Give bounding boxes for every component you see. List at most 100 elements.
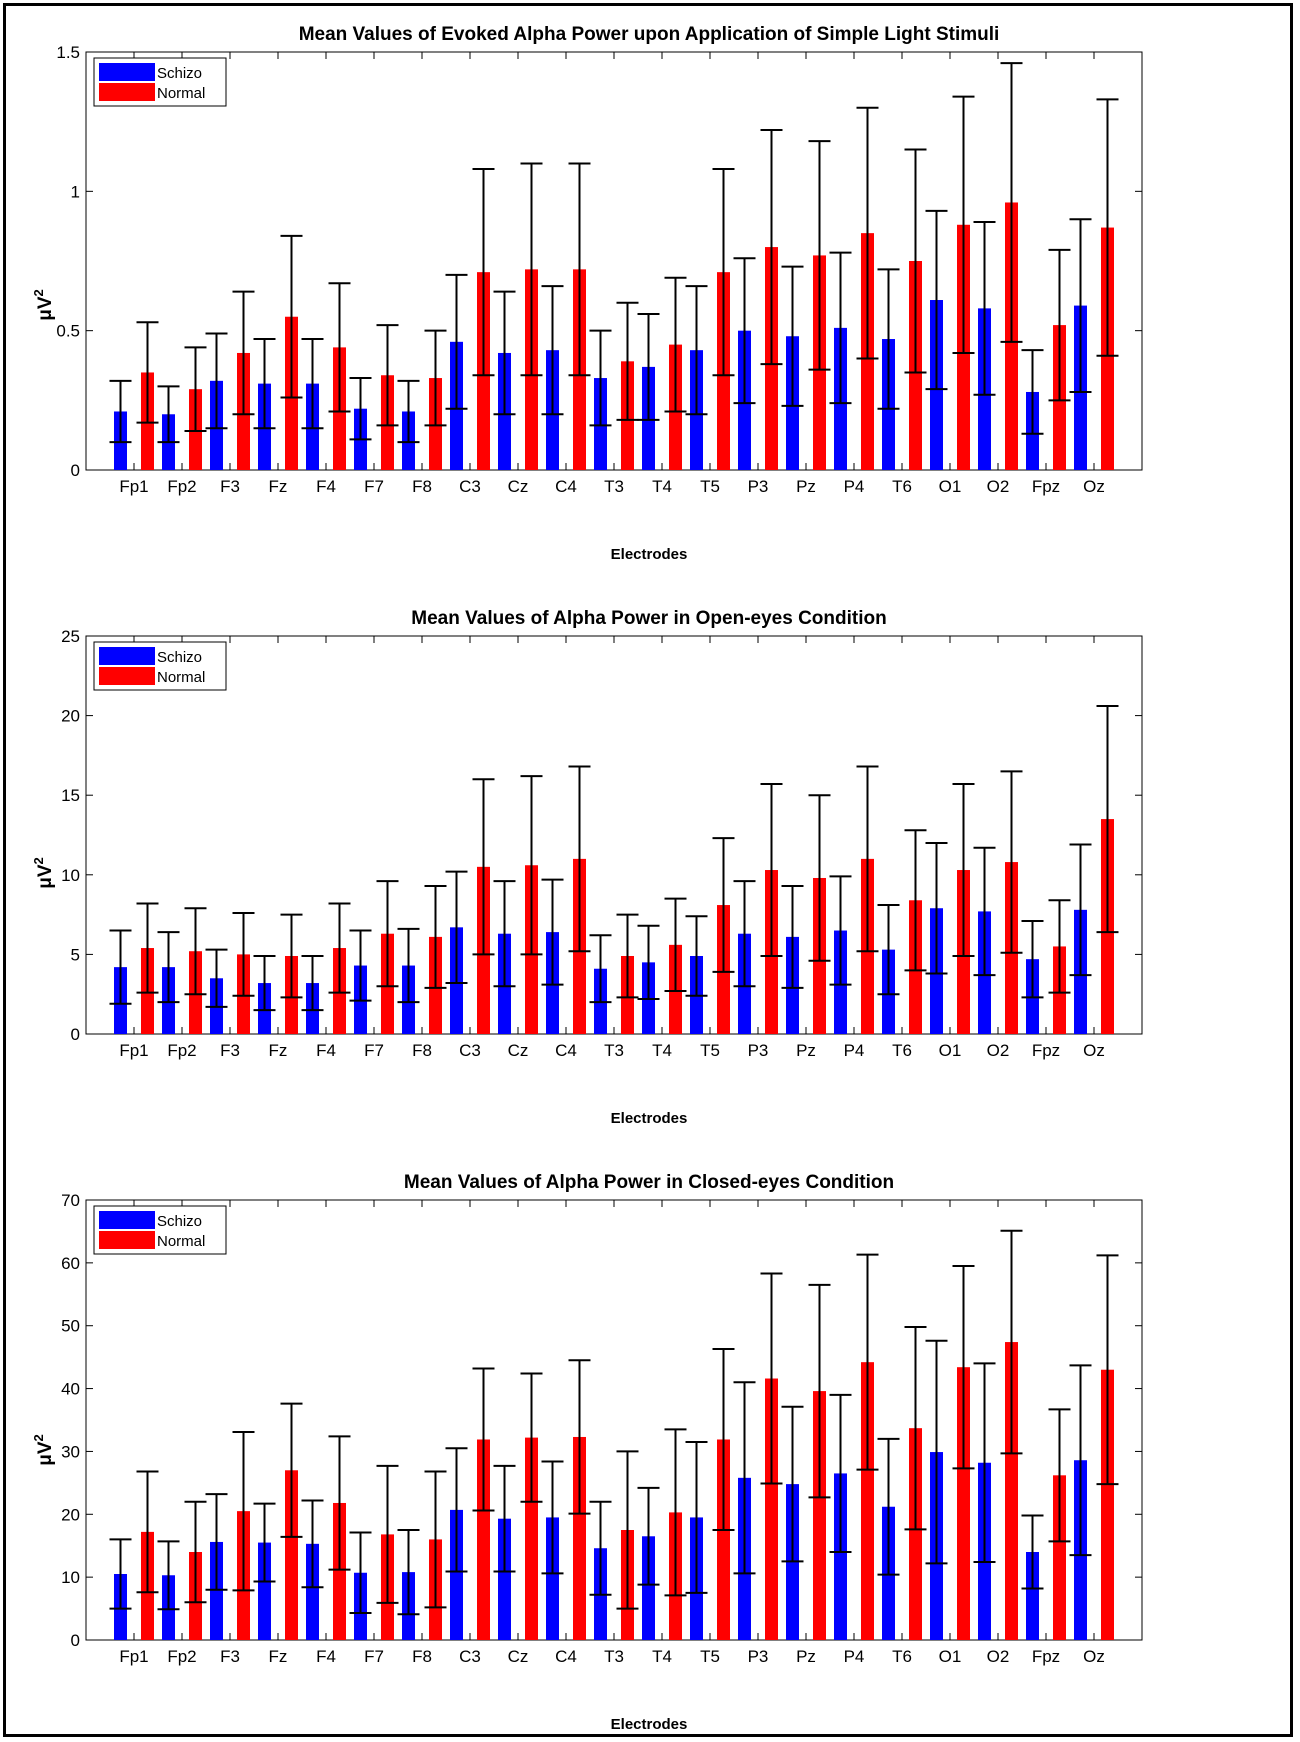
x-tick-label: Fp2: [167, 477, 196, 496]
y-tick-label: 0.5: [56, 322, 80, 341]
x-tick-label: Pz: [796, 1041, 816, 1060]
x-tick-label: T5: [700, 477, 720, 496]
legend-label-normal: Normal: [157, 85, 205, 102]
x-axis-label: Electrodes: [611, 1716, 688, 1733]
bar-normal: [813, 1391, 826, 1640]
chart-title: Mean Values of Alpha Power in Closed-eye…: [404, 1172, 894, 1193]
legend-label-normal: Normal: [157, 669, 205, 686]
x-tick-label: Oz: [1083, 1647, 1105, 1666]
bar-normal: [525, 1437, 538, 1640]
x-tick-label: Cz: [508, 1041, 529, 1060]
y-tick-label: 1.5: [56, 43, 80, 62]
x-tick-label: C4: [555, 477, 577, 496]
x-tick-label: C3: [459, 1647, 481, 1666]
x-tick-label: Oz: [1083, 1041, 1105, 1060]
x-tick-label: T5: [700, 1041, 720, 1060]
legend-swatch-normal: [99, 667, 155, 685]
y-tick-label: 25: [61, 627, 80, 646]
bar-schizo: [210, 1541, 223, 1640]
x-tick-label: Fp1: [119, 477, 148, 496]
x-tick-label: F4: [316, 1647, 336, 1666]
x-tick-label: Fp1: [119, 1041, 148, 1060]
legend: Schizo Normal: [93, 57, 227, 107]
x-tick-label: Fz: [269, 477, 288, 496]
x-tick-label: C4: [555, 1647, 577, 1666]
bar-normal: [1053, 1475, 1066, 1640]
x-tick-label: O1: [939, 1041, 962, 1060]
x-tick-label: Fpz: [1032, 1041, 1060, 1060]
x-tick-label: F3: [220, 477, 240, 496]
bar-schizo: [498, 1518, 511, 1640]
legend-swatch-schizo: [99, 1211, 155, 1229]
x-tick-label: F7: [364, 477, 384, 496]
bar-normal: [717, 1439, 730, 1640]
bar-normal: [957, 1367, 970, 1640]
chart-panel-evoked: Mean Values of Evoked Alpha Power upon A…: [31, 24, 1143, 563]
y-tick-label: 10: [61, 1568, 80, 1587]
legend-label-schizo: Schizo: [157, 65, 202, 82]
y-tick-label: 40: [61, 1380, 80, 1399]
x-tick-label: Fz: [269, 1041, 288, 1060]
chart-title: Mean Values of Evoked Alpha Power upon A…: [299, 24, 1000, 45]
legend: Schizo Normal: [93, 641, 227, 691]
legend-swatch-schizo: [99, 63, 155, 81]
x-tick-label: F7: [364, 1647, 384, 1666]
y-axis-label: μV2: [31, 289, 56, 321]
legend-swatch-normal: [99, 1231, 155, 1249]
x-tick-label: P3: [748, 1041, 769, 1060]
chart-panel-open-eyes: Mean Values of Alpha Power in Open-eyes …: [31, 608, 1143, 1127]
x-tick-label: F8: [412, 1647, 432, 1666]
x-tick-label: T6: [892, 477, 912, 496]
x-axis-label: Electrodes: [611, 546, 688, 563]
x-tick-label: T4: [652, 1041, 672, 1060]
y-tick-label: 0: [71, 461, 80, 480]
y-tick-label: 70: [61, 1191, 80, 1210]
legend: Schizo Normal: [93, 1205, 227, 1255]
x-axis-label: Electrodes: [611, 1110, 688, 1127]
x-tick-label: C4: [555, 1041, 577, 1060]
x-tick-label: Cz: [508, 1647, 529, 1666]
y-tick-label: 60: [61, 1254, 80, 1273]
y-tick-label: 30: [61, 1442, 80, 1461]
x-tick-label: C3: [459, 477, 481, 496]
x-tick-label: Fz: [269, 1647, 288, 1666]
bar-schizo: [450, 1509, 463, 1640]
y-tick-label: 50: [61, 1317, 80, 1336]
bar-normal: [477, 1439, 490, 1640]
x-tick-label: F8: [412, 477, 432, 496]
x-tick-label: T4: [652, 477, 672, 496]
x-tick-label: F8: [412, 1041, 432, 1060]
x-tick-label: F7: [364, 1041, 384, 1060]
x-tick-label: C3: [459, 1041, 481, 1060]
bar-normal: [285, 1470, 298, 1640]
x-tick-label: Fpz: [1032, 1647, 1060, 1666]
legend-label-schizo: Schizo: [157, 1213, 202, 1230]
bar-normal: [1005, 1342, 1018, 1640]
legend-swatch-normal: [99, 83, 155, 101]
x-tick-label: T4: [652, 1647, 672, 1666]
y-tick-label: 1: [71, 182, 80, 201]
bar-normal: [1101, 1369, 1114, 1640]
legend-swatch-schizo: [99, 647, 155, 665]
y-tick-label: 20: [61, 707, 80, 726]
x-tick-label: Fp2: [167, 1647, 196, 1666]
x-tick-label: T3: [604, 1041, 624, 1060]
x-tick-label: Cz: [508, 477, 529, 496]
x-tick-label: Pz: [796, 1647, 816, 1666]
y-tick-label: 0: [71, 1631, 80, 1650]
legend-label-normal: Normal: [157, 1233, 205, 1250]
x-tick-label: T6: [892, 1041, 912, 1060]
x-tick-label: P3: [748, 477, 769, 496]
bar-schizo: [1026, 1552, 1039, 1640]
x-tick-label: T3: [604, 477, 624, 496]
x-tick-label: O1: [939, 477, 962, 496]
bar-schizo: [258, 1542, 271, 1640]
legend-label-schizo: Schizo: [157, 649, 202, 666]
x-tick-label: T3: [604, 1647, 624, 1666]
x-tick-label: P3: [748, 1647, 769, 1666]
x-tick-label: P4: [844, 477, 865, 496]
x-tick-label: F4: [316, 1041, 336, 1060]
x-tick-label: Fpz: [1032, 477, 1060, 496]
bar-normal: [333, 1502, 346, 1640]
